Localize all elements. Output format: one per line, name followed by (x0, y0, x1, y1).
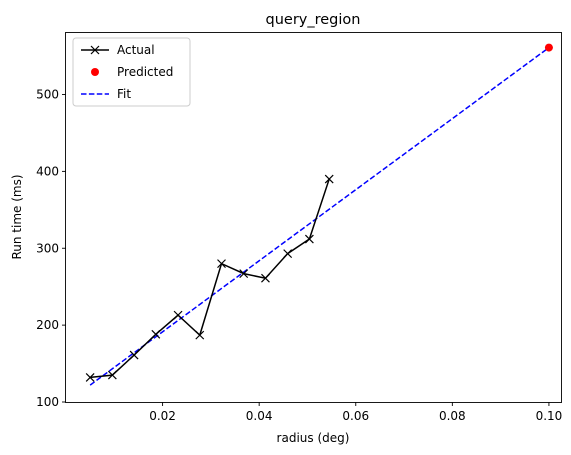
y-axis: 100 200 300 400 500 (36, 88, 66, 409)
actual-point (195, 330, 205, 340)
plot-frame (65, 32, 562, 403)
x-tick-label: 0.08 (439, 409, 466, 423)
chart-title: query_region (266, 12, 361, 28)
legend-box (72, 37, 191, 107)
actual-point (261, 273, 270, 283)
x-tick-label: 0.10 (536, 409, 563, 423)
actual-point (217, 259, 226, 269)
y-axis-label: Run time (ms) (10, 174, 24, 259)
y-tick-label: 400 (36, 164, 59, 178)
actual-point (107, 370, 117, 380)
legend-item: Actual (81, 43, 155, 57)
fit-line (89, 47, 550, 386)
legend-label: Actual (117, 43, 155, 57)
legend-marker (90, 45, 100, 55)
legend-item: Predicted (91, 65, 173, 79)
legend-item: Fit (81, 87, 131, 101)
x-tick-label: 0.06 (342, 409, 369, 423)
actual-point (151, 329, 161, 339)
predicted-point (544, 43, 553, 52)
actual-point (304, 234, 314, 244)
y-tick-label: 300 (36, 241, 59, 255)
x-axis-label: radius (deg) (277, 431, 350, 445)
y-tick-label: 200 (36, 318, 59, 332)
x-tick-label: 0.02 (149, 409, 176, 423)
y-tick-label: 500 (36, 88, 59, 102)
x-axis: 0.02 0.04 0.06 0.08 0.10 (149, 402, 562, 423)
legend-label: Fit (117, 87, 131, 101)
legend-marker (91, 68, 99, 76)
actual-point (85, 372, 95, 382)
series-layer (85, 43, 553, 386)
actual-point (283, 249, 293, 259)
x-tick-label: 0.04 (246, 409, 273, 423)
actual-line (90, 178, 330, 379)
actual-point (324, 174, 334, 184)
legend: Actual Predicted Fit (72, 37, 191, 107)
actual-point (239, 269, 249, 279)
actual-point (173, 310, 183, 320)
y-tick-label: 100 (36, 395, 59, 409)
legend-label: Predicted (117, 65, 173, 79)
actual-point (129, 350, 139, 360)
